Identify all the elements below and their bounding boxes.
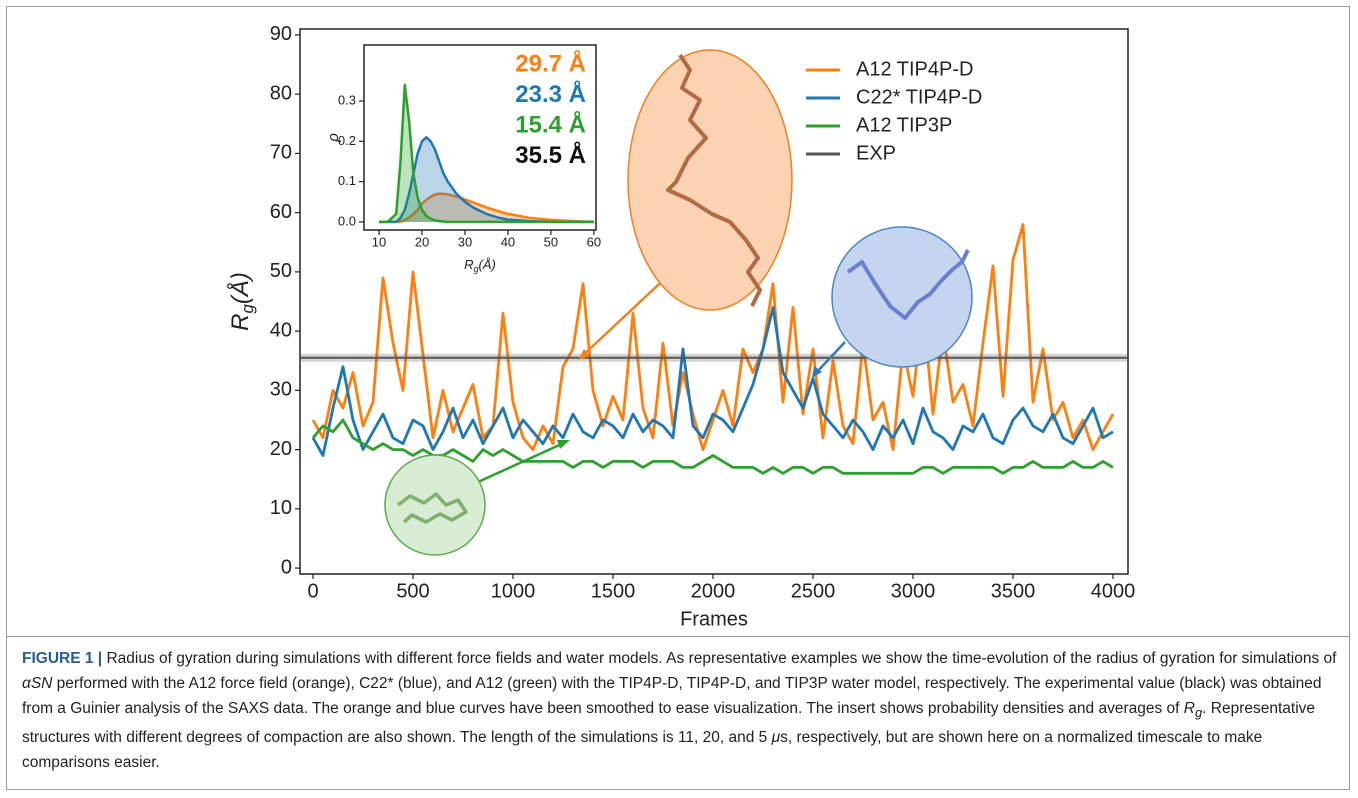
x-tick-label: 60 bbox=[587, 234, 601, 249]
y-axis-label: Rg(Å) bbox=[226, 272, 257, 331]
caption-text: g bbox=[1194, 705, 1203, 721]
density-area bbox=[379, 84, 594, 222]
average-label: 23.3 Å bbox=[515, 80, 586, 108]
caption-text: . Representative structures with differe… bbox=[22, 700, 1316, 747]
series-line bbox=[311, 223, 1115, 451]
y-tick-label: 40 bbox=[270, 319, 292, 341]
caption-label: FIGURE 1 | bbox=[22, 650, 103, 667]
figure-frame bbox=[6, 6, 1350, 790]
density-area bbox=[379, 137, 594, 222]
y-tick-label: 90 bbox=[270, 23, 292, 45]
x-tick-label: 20 bbox=[415, 234, 429, 249]
y-axis-label: ρ bbox=[325, 133, 342, 143]
caption-text: αSN bbox=[22, 675, 53, 692]
orange-chain bbox=[666, 53, 762, 307]
average-label: 35.5 Å bbox=[515, 141, 586, 169]
x-tick-label: 50 bbox=[544, 234, 558, 249]
y-tick-label: 30 bbox=[270, 379, 292, 401]
x-tick-label: 1500 bbox=[591, 580, 636, 602]
y-axis-label-part: (Å) bbox=[226, 272, 254, 304]
x-axis-label-part: (Å) bbox=[479, 257, 496, 272]
y-tick-label: 70 bbox=[270, 142, 292, 164]
density-line bbox=[379, 83, 594, 224]
y-axis-label-part: R bbox=[227, 314, 254, 331]
average-label: 15.4 Å bbox=[515, 110, 586, 138]
x-tick-label: 2500 bbox=[791, 580, 836, 602]
callout-arrow bbox=[814, 341, 846, 375]
series-line bbox=[311, 306, 1114, 457]
x-tick-label: 10 bbox=[372, 234, 386, 249]
x-tick-label: 3500 bbox=[991, 580, 1036, 602]
caption-text: s, respectively, but are shown here on a… bbox=[22, 729, 1263, 772]
series-line bbox=[311, 418, 1114, 475]
y-tick-label: 0.3 bbox=[338, 92, 356, 107]
caption-text: R bbox=[1183, 700, 1195, 717]
caption-text: μ bbox=[771, 729, 781, 747]
chart: 0 500 1000 1500 2000 2500 3000 3500 4000 0 10 20 30 4… bbox=[226, 23, 1136, 630]
x-tick-label: 500 bbox=[396, 580, 429, 602]
density-line bbox=[379, 136, 594, 224]
y-tick-label: 80 bbox=[270, 82, 292, 104]
arrow-head bbox=[557, 440, 570, 449]
caption: FIGURE 1 | Radius of gyration during sim… bbox=[22, 646, 1338, 775]
y-tick-label: 0.2 bbox=[338, 133, 356, 148]
blue-structure bbox=[831, 226, 973, 368]
y-tick-label: 0.1 bbox=[338, 173, 356, 188]
x-tick-label: 3000 bbox=[891, 580, 936, 602]
y-tick-label: 60 bbox=[270, 201, 292, 223]
caption-text: performed with the A12 force field (oran… bbox=[22, 675, 1322, 717]
structure-callouts bbox=[384, 49, 973, 556]
x-axis-label: Rg(Å) bbox=[464, 257, 496, 274]
orange-structure bbox=[627, 49, 793, 311]
x-axis-label: Frames bbox=[680, 608, 748, 630]
legend-label: C22* TIP4P-D bbox=[856, 86, 982, 108]
x-tick-label: 2000 bbox=[691, 580, 736, 602]
blue-chain bbox=[846, 249, 970, 320]
average-label: 29.7 Å bbox=[515, 49, 586, 77]
legend-label: A12 TIP4P-D bbox=[856, 58, 973, 80]
arrow-head bbox=[578, 349, 590, 360]
x-tick-label: 1000 bbox=[491, 580, 536, 602]
callout-arrow bbox=[477, 440, 567, 484]
y-tick-label: 20 bbox=[270, 438, 292, 460]
legend-label: A12 TIP3P bbox=[856, 114, 952, 136]
x-axis-label-part: g bbox=[473, 264, 478, 274]
x-axis-label-part: R bbox=[464, 257, 473, 272]
y-tick-label: 0 bbox=[281, 556, 292, 578]
arrow-head bbox=[812, 366, 822, 378]
x-tick-label: 0 bbox=[307, 580, 318, 602]
caption-rule bbox=[7, 636, 1349, 637]
green-structure bbox=[384, 454, 486, 556]
x-tick-label: 4000 bbox=[1091, 580, 1136, 602]
y-axis-label-part: g bbox=[239, 304, 258, 314]
x-tick-label: 30 bbox=[458, 234, 472, 249]
legend-label: EXP bbox=[856, 142, 896, 164]
y-tick-label: 0.0 bbox=[338, 213, 356, 228]
y-tick-label: 50 bbox=[270, 260, 292, 282]
caption-text: Radius of gyration during simulations wi… bbox=[102, 650, 1337, 667]
x-tick-label: 40 bbox=[501, 234, 515, 249]
y-tick-label: 10 bbox=[270, 497, 292, 519]
callout-arrow bbox=[579, 271, 673, 359]
density-line bbox=[379, 192, 594, 224]
green-chain bbox=[396, 492, 468, 524]
